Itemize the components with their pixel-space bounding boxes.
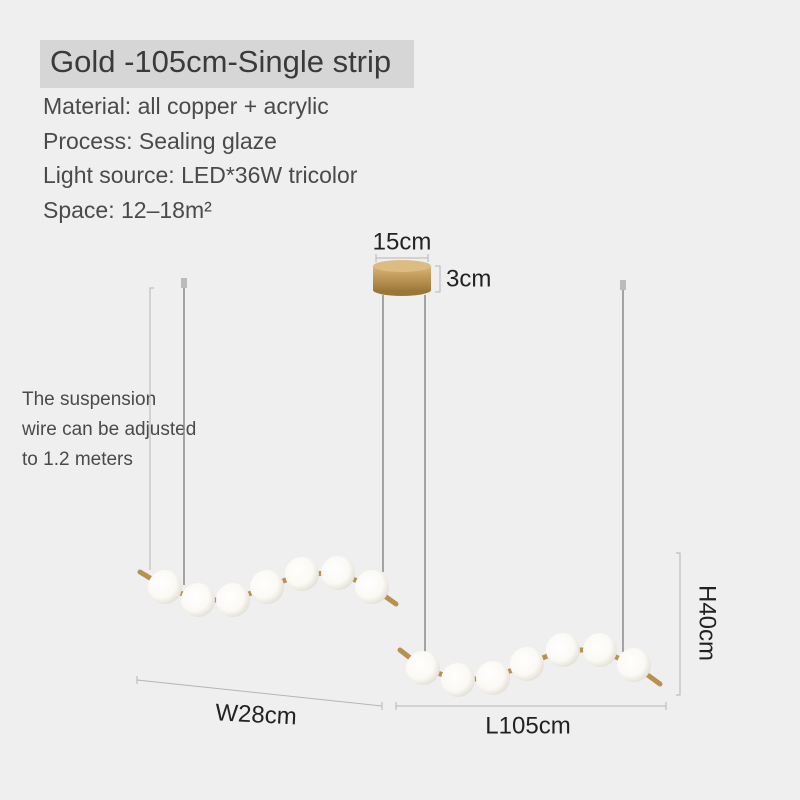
glass-ball	[216, 583, 250, 617]
note: to 1.2 meters	[22, 449, 133, 470]
dimension-guide	[136, 676, 383, 710]
glass-ball	[321, 556, 355, 590]
glass-ball	[148, 570, 182, 604]
glass-ball	[285, 557, 319, 591]
dimension-guide	[149, 287, 154, 570]
dimension-guide	[676, 552, 681, 696]
wire-clip	[620, 280, 626, 290]
glass-ball	[355, 570, 389, 604]
glass-ball	[441, 663, 475, 697]
dimension-label: W28cm	[215, 699, 298, 730]
note: wire can be adjusted	[21, 419, 196, 440]
glass-ball	[617, 648, 651, 682]
title: Gold -105cm-Single strip	[50, 44, 391, 79]
spec: Process: Sealing glaze	[43, 128, 277, 154]
dimension-label: 3cm	[446, 265, 491, 292]
note: The suspension	[22, 389, 156, 410]
spec: Space: 12–18m²	[43, 197, 212, 223]
glass-ball	[510, 647, 544, 681]
dimension-guide	[375, 254, 441, 293]
title-box	[40, 40, 414, 88]
glass-ball	[476, 661, 510, 695]
glass-ball	[546, 633, 580, 667]
glass-ball	[583, 633, 617, 667]
spec: Light source: LED*36W tricolor	[43, 162, 358, 188]
dimension-guide	[395, 702, 667, 710]
dimension-label: 15cm	[373, 228, 432, 255]
spec: Material: all copper + acrylic	[43, 93, 329, 119]
glass-ball	[181, 583, 215, 617]
dimension-label: H40cm	[694, 585, 721, 661]
dimension-label: L105cm	[485, 712, 570, 739]
canopy	[373, 260, 431, 272]
wire-clip	[181, 278, 187, 288]
glass-ball	[406, 651, 440, 685]
glass-ball	[250, 570, 284, 604]
